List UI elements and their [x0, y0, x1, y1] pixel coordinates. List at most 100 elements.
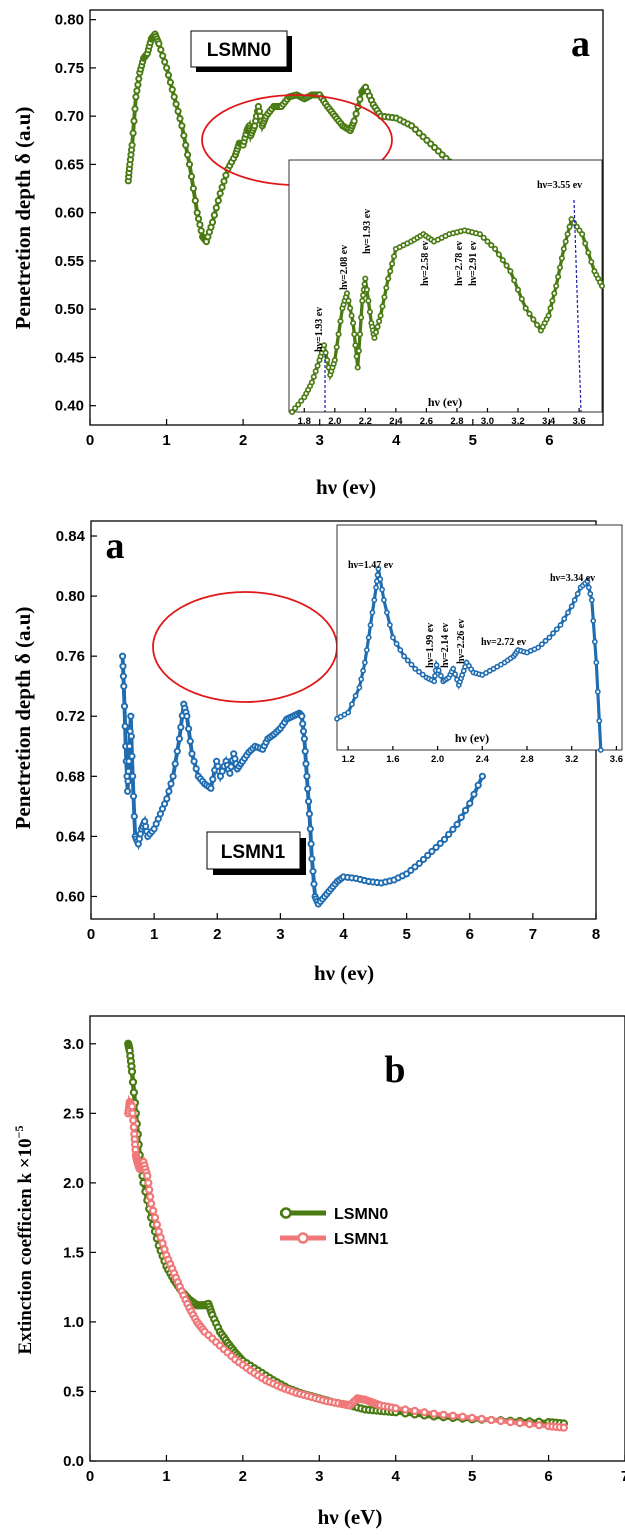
inset-lsmn0-point	[351, 321, 355, 325]
y-tick-label: 0.60	[55, 205, 84, 222]
lsmn1-point	[480, 774, 485, 779]
inset-lsmn0-point	[527, 312, 531, 316]
lsmn1-point	[303, 761, 308, 766]
inset-lsmn1-point	[551, 631, 555, 635]
inset-lsmn1-point	[547, 635, 551, 639]
inset-lsmn1-point	[597, 719, 601, 723]
x-tick-label: 1	[150, 926, 158, 943]
lsmn0-point	[134, 88, 139, 93]
inset-x-axis-label: hν (ev)	[455, 731, 489, 745]
legend-label-lsmn1: LSMN1	[334, 1231, 388, 1248]
inset-lsmn0-point	[374, 330, 378, 334]
inset-frame	[337, 525, 622, 750]
inset-lsmn0-point	[497, 252, 501, 256]
lsmn1-point	[311, 881, 316, 886]
x-axis-label: hν (ev)	[314, 961, 374, 985]
y-tick-label: 0.65	[55, 156, 84, 173]
inset-lsmn1-point	[382, 598, 386, 602]
panel-extinction-coefficient: 0 1 2 3 4 5 6 7 0.0 0.5 1.0 1.5 2.0 2.5 3.0 b LSMN0 LS…	[12, 1016, 625, 1529]
lsmn1-point	[479, 1416, 485, 1422]
lsmn0-point	[199, 228, 204, 233]
lsmn1-point	[307, 811, 312, 816]
inset-lsmn1-point	[368, 623, 372, 627]
inset-lsmn0-point	[556, 275, 560, 279]
inset-lsmn0-point	[325, 358, 329, 362]
x-tick-label: 1.8	[298, 416, 311, 427]
inset-lsmn1-point	[359, 677, 363, 681]
lsmn1-point	[147, 1194, 153, 1200]
lsmn0-point	[164, 65, 169, 70]
lsmn1-point	[299, 714, 304, 719]
lsmn1-point	[471, 792, 476, 797]
lsmn1-point	[146, 1187, 152, 1193]
inset-lsmn0-point	[546, 313, 550, 317]
y-axis-label: Penetretion depth δ (a.u)	[11, 607, 35, 830]
inset-lsmn1-point	[566, 610, 570, 614]
lsmn1-point	[455, 822, 460, 827]
peak-annotation: hν=1.47 ev	[348, 560, 393, 571]
inset-lsmn1-point	[439, 674, 443, 678]
y-axis-label: Extinction coefficien k ×10−5	[12, 1126, 36, 1355]
inset-lsmn0-point	[560, 256, 564, 260]
lsmn0-point	[218, 191, 223, 196]
lsmn1-point	[309, 856, 314, 861]
lsmn1-point	[184, 714, 189, 719]
inset-lsmn0-point	[600, 284, 604, 288]
lsmn0-point	[177, 116, 182, 121]
inset-lsmn1: 1.2 1.6 2.0 2.4 2.8 3.2 3.6 hν (ev) hν=1.47 ev…	[335, 525, 623, 765]
lsmn1-point	[463, 808, 468, 813]
inset-lsmn0-point	[392, 254, 396, 258]
x-tick-label: 0	[86, 1468, 94, 1485]
lsmn1-point	[192, 759, 197, 764]
lsmn1-point	[300, 721, 305, 726]
lsmn1-point	[130, 774, 135, 779]
lsmn0-point	[196, 216, 201, 221]
x-tick-label: 0	[86, 432, 94, 449]
lsmn0-point	[352, 118, 357, 123]
lsmn0-point	[212, 213, 217, 218]
lsmn1-point	[441, 1412, 447, 1418]
inset-lsmn0-point	[512, 278, 516, 282]
x-tick-label: 1	[162, 1468, 170, 1485]
lsmn1-point	[527, 1421, 533, 1427]
lsmn1-point	[123, 724, 128, 729]
lsmn1-point	[188, 739, 193, 744]
x-tick-label: 2.0	[328, 416, 341, 427]
inset-lsmn0-point	[365, 288, 369, 292]
legend-label-lsmn0: LSMN0	[334, 1206, 388, 1223]
inset-lsmn0-point	[357, 349, 361, 353]
lsmn1-point	[168, 781, 173, 786]
inset-lsmn0-point	[589, 260, 593, 264]
lsmn1-point	[460, 1414, 466, 1420]
inset-lsmn0-point	[489, 243, 493, 247]
lsmn0-point	[156, 41, 161, 46]
x-tick-label: 8	[592, 926, 600, 943]
lsmn1-point	[186, 726, 191, 731]
lsmn0-point	[130, 1079, 136, 1085]
inset-lsmn1-point	[588, 592, 592, 596]
lsmn0-point	[160, 53, 165, 58]
x-tick-label: 6	[466, 926, 474, 943]
lsmn0-point	[357, 97, 362, 102]
inset-lsmn0-point	[310, 380, 314, 384]
lsmn1-point	[302, 736, 307, 741]
inset-lsmn0-point	[378, 313, 382, 317]
x-tick-label: 7	[529, 926, 537, 943]
lsmn0-point	[181, 133, 186, 138]
inset-lsmn0-point	[388, 269, 392, 273]
peak-annotation: hν=1.99 ev	[425, 623, 436, 668]
lsmn1-point	[431, 1411, 437, 1417]
lsmn1-point	[145, 1180, 151, 1186]
inset-lsmn1-point	[395, 642, 399, 646]
lsmn1-point	[442, 837, 447, 842]
lsmn1-point	[402, 1407, 408, 1413]
inset-lsmn0-point	[504, 263, 508, 267]
inset-lsmn0-point	[358, 332, 362, 336]
lsmn1-point	[148, 1201, 154, 1207]
lsmn1-point	[306, 799, 311, 804]
legend-marker-lsmn0	[282, 1209, 291, 1218]
lsmn0-point	[166, 73, 171, 78]
inset-lsmn0-point	[550, 299, 554, 303]
x-tick-label: 2.6	[420, 416, 433, 427]
